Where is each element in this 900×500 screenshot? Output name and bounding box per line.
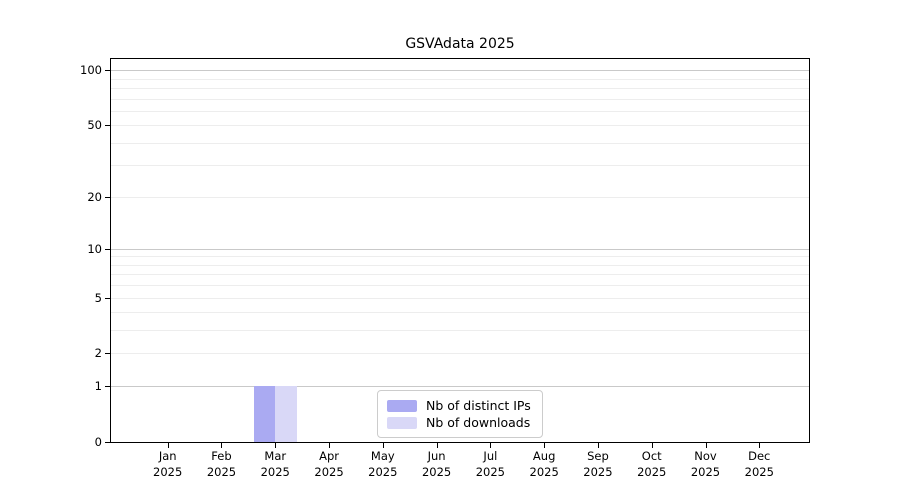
x-tick-month: Feb xyxy=(211,449,232,463)
y-tick-mark xyxy=(105,386,110,388)
bar-nb-of-downloads xyxy=(275,386,297,442)
x-tick-month: Mar xyxy=(264,449,287,463)
x-tick-mark xyxy=(329,443,331,448)
x-tick-mark xyxy=(167,443,169,448)
x-tick-year: 2025 xyxy=(314,465,344,479)
legend-row-distinct-ips: Nb of distinct IPs xyxy=(387,398,533,413)
x-tick-year: 2025 xyxy=(368,465,398,479)
gridline-minor xyxy=(111,165,809,167)
x-tick-mark xyxy=(597,443,599,448)
x-tick-label: Mar 2025 xyxy=(243,448,307,480)
x-tick-month: Sep xyxy=(587,449,609,463)
x-tick-label: Sep 2025 xyxy=(566,448,630,480)
legend-label-downloads: Nb of downloads xyxy=(426,415,531,430)
legend-row-downloads: Nb of downloads xyxy=(387,415,533,430)
gridline-minor xyxy=(111,297,809,299)
y-tick-label: 1 xyxy=(94,379,102,394)
gridline-minor xyxy=(111,78,809,80)
y-tick-label: 100 xyxy=(80,63,102,78)
gridline-minor xyxy=(111,142,809,144)
x-tick-mark xyxy=(382,443,384,448)
y-tick-label: 5 xyxy=(94,290,102,305)
x-tick-month: Nov xyxy=(694,449,717,463)
y-tick-label: 20 xyxy=(87,189,102,204)
x-tick-label: May 2025 xyxy=(351,448,415,480)
x-tick-year: 2025 xyxy=(583,465,613,479)
x-tick-label: Aug 2025 xyxy=(512,448,576,480)
x-tick-year: 2025 xyxy=(260,465,290,479)
x-tick-year: 2025 xyxy=(744,465,774,479)
x-tick-mark xyxy=(705,443,707,448)
chart-title: GSVAdata 2025 xyxy=(405,36,515,52)
y-tick-mark xyxy=(105,196,110,198)
y-tick-mark xyxy=(105,125,110,127)
x-tick-month: Dec xyxy=(748,449,771,463)
gridline-minor xyxy=(111,274,809,276)
x-tick-month: Jul xyxy=(483,449,498,463)
gridline-minor xyxy=(111,312,809,314)
legend: Nb of distinct IPs Nb of downloads xyxy=(377,390,543,438)
gridline-minor xyxy=(111,264,809,266)
x-tick-label: Oct 2025 xyxy=(620,448,684,480)
y-tick-mark xyxy=(105,353,110,355)
x-tick-year: 2025 xyxy=(690,465,721,479)
gridline-minor xyxy=(111,98,809,100)
gridline-major xyxy=(111,248,809,250)
y-tick-label: 0 xyxy=(94,435,102,449)
y-tick-mark xyxy=(105,297,110,299)
x-tick-mark xyxy=(221,443,223,448)
x-tick-year: 2025 xyxy=(529,465,559,479)
y-tick-mark xyxy=(105,248,110,250)
x-tick-mark xyxy=(275,443,277,448)
distinct-ips-swatch-icon xyxy=(387,399,417,412)
y-tick-mark xyxy=(105,70,110,72)
gridline-minor xyxy=(111,353,809,355)
y-tick-label: 2 xyxy=(94,346,102,361)
x-tick-year: 2025 xyxy=(206,465,237,479)
x-tick-label: Dec 2025 xyxy=(727,448,791,480)
y-tick-label: 50 xyxy=(87,118,102,133)
gridline-minor xyxy=(111,87,809,89)
x-tick-mark xyxy=(759,443,761,448)
y-tick-mark xyxy=(105,442,110,443)
gridline-minor xyxy=(111,196,809,198)
y-tick-label: 10 xyxy=(87,241,102,256)
x-tick-mark xyxy=(436,443,438,448)
gridline-minor xyxy=(111,256,809,258)
x-tick-year: 2025 xyxy=(475,465,506,479)
x-tick-label: Apr 2025 xyxy=(297,448,361,480)
gridline-minor xyxy=(111,125,809,127)
gridline-major xyxy=(111,70,809,72)
x-tick-label: Jul 2025 xyxy=(458,448,522,480)
x-tick-label: Jan 2025 xyxy=(136,448,200,480)
x-tick-month: Aug xyxy=(532,449,556,463)
x-tick-month: Apr xyxy=(319,449,339,463)
plot-area xyxy=(110,58,810,443)
x-tick-mark xyxy=(490,443,492,448)
legend-label-distinct-ips: Nb of distinct IPs xyxy=(426,398,531,413)
downloads-swatch-icon xyxy=(387,416,417,429)
x-tick-month: Oct xyxy=(641,449,662,463)
x-tick-label: Feb 2025 xyxy=(189,448,253,480)
x-tick-label: Nov 2025 xyxy=(674,448,738,480)
gridline-major xyxy=(111,386,809,388)
x-tick-mark xyxy=(651,443,653,448)
x-tick-year: 2025 xyxy=(153,465,183,479)
x-tick-year: 2025 xyxy=(421,465,452,479)
x-tick-month: Jan xyxy=(158,449,177,463)
x-tick-label: Jun 2025 xyxy=(405,448,469,480)
x-tick-mark xyxy=(544,443,546,448)
gridline-minor xyxy=(111,330,809,332)
bar-nb-of-distinct-ips xyxy=(253,386,276,442)
x-tick-month: Jun xyxy=(427,449,446,463)
x-tick-year: 2025 xyxy=(637,465,667,479)
gridline-minor xyxy=(111,285,809,287)
gridline-minor xyxy=(111,110,809,112)
x-tick-month: May xyxy=(370,449,395,463)
